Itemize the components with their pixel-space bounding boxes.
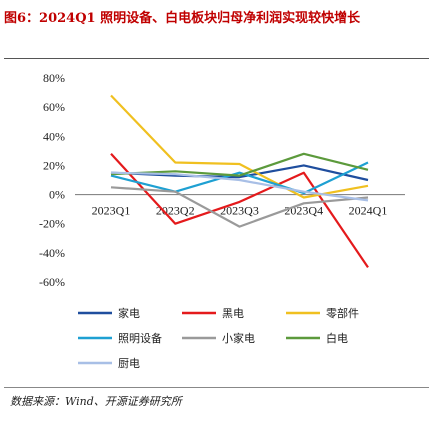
y-tick-label: -40% (39, 246, 65, 260)
legend-label: 黑电 (222, 307, 244, 320)
legend-item: 零部件 (286, 306, 359, 320)
series-line-黑电 (110, 153, 369, 269)
title-divider (4, 58, 429, 59)
series-line-小家电 (110, 186, 369, 228)
y-tick-label: 20% (43, 158, 65, 172)
source-note: 数据来源：Wind、开源证券研究所 (10, 395, 182, 408)
x-tick-label: 2023Q1 (92, 204, 131, 218)
legend-item: 家电 (78, 306, 140, 320)
source-divider (4, 387, 429, 388)
legend-item: 黑电 (182, 307, 244, 320)
x-tick-label: 2024Q1 (349, 204, 388, 218)
x-tick-label: 2023Q3 (220, 204, 259, 218)
series-line-厨电 (110, 171, 369, 202)
y-tick-label: 80% (43, 71, 65, 85)
y-tick-label: 60% (43, 100, 65, 114)
y-tick-label: 0% (49, 188, 65, 202)
y-axis: -60% -40% -20% 0% 20% 40% 60% 80% (39, 71, 65, 289)
legend-label: 零部件 (326, 306, 359, 320)
legend-label: 家电 (118, 306, 140, 320)
chart-title: 图6：2024Q1 照明设备、白电板块归母净利润实现较快增长 (4, 11, 361, 26)
legend-item: 照明设备 (78, 331, 162, 345)
series-lines (110, 94, 369, 269)
y-tick-label: -60% (39, 275, 65, 289)
legend-label: 厨电 (118, 357, 140, 370)
y-tick-label: 40% (43, 129, 65, 143)
y-tick-label: -20% (39, 217, 65, 231)
legend-label: 小家电 (222, 331, 255, 345)
legend-label: 照明设备 (118, 331, 162, 345)
legend-label: 白电 (326, 331, 348, 345)
x-tick-label: 2023Q2 (156, 204, 195, 218)
series-line-零部件 (110, 94, 369, 199)
legend-item: 小家电 (182, 331, 255, 345)
x-tick-label: 2023Q4 (284, 204, 323, 218)
legend-item: 白电 (286, 331, 348, 345)
legend-item: 厨电 (78, 357, 140, 370)
x-axis: 2023Q1 2023Q2 2023Q3 2023Q4 2024Q1 (92, 204, 388, 218)
series-line-照明设备 (110, 161, 369, 195)
series-line-白电 (110, 152, 369, 177)
